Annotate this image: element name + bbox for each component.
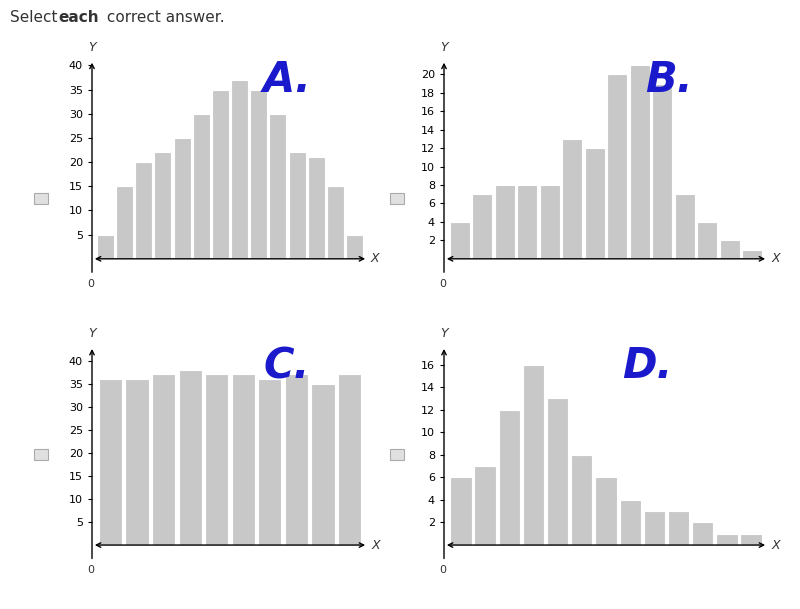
Bar	[547, 398, 568, 545]
Bar	[270, 114, 286, 259]
Bar	[742, 250, 762, 259]
Text: 0: 0	[439, 279, 446, 289]
Bar	[285, 375, 308, 545]
Bar	[518, 185, 537, 259]
Bar	[474, 466, 496, 545]
Bar	[205, 375, 229, 545]
Bar	[540, 185, 560, 259]
Bar	[327, 186, 344, 259]
Bar	[562, 139, 582, 259]
Bar	[523, 365, 544, 545]
Bar	[152, 375, 175, 545]
Bar	[289, 152, 306, 259]
Text: A.: A.	[263, 59, 312, 101]
Bar	[741, 533, 762, 545]
Bar	[231, 80, 248, 259]
Bar	[154, 152, 171, 259]
Text: 0: 0	[439, 565, 446, 576]
Bar	[308, 157, 325, 259]
Bar	[174, 138, 190, 259]
Bar	[498, 410, 520, 545]
Bar	[692, 523, 714, 545]
Text: C.: C.	[263, 345, 310, 387]
Bar	[450, 222, 470, 259]
Bar	[311, 384, 334, 545]
Bar	[338, 375, 361, 545]
Bar	[644, 511, 665, 545]
Text: Y: Y	[440, 41, 448, 54]
Bar	[116, 186, 133, 259]
Text: correct answer.: correct answer.	[102, 10, 224, 24]
Bar	[231, 375, 255, 545]
Bar	[495, 185, 514, 259]
Text: D.: D.	[622, 345, 673, 387]
Text: Y: Y	[88, 41, 96, 54]
Text: Select: Select	[10, 10, 62, 24]
Bar	[585, 148, 605, 259]
Bar	[652, 83, 672, 259]
Bar	[668, 511, 689, 545]
Bar	[595, 477, 617, 545]
Bar	[630, 65, 650, 259]
Text: B.: B.	[645, 59, 693, 101]
Bar	[571, 455, 593, 545]
Bar	[193, 114, 210, 259]
Bar	[97, 234, 114, 259]
Bar	[619, 500, 641, 545]
Text: 0: 0	[87, 279, 94, 289]
Bar	[126, 379, 149, 545]
Text: X: X	[771, 252, 780, 266]
Bar	[346, 234, 363, 259]
Text: X: X	[772, 538, 780, 552]
Text: 0: 0	[87, 565, 94, 576]
Bar	[472, 194, 492, 259]
Bar	[135, 162, 152, 259]
Bar	[698, 222, 717, 259]
Text: each: each	[58, 10, 99, 24]
Text: X: X	[371, 252, 379, 266]
Bar	[607, 74, 627, 259]
Bar	[99, 379, 122, 545]
Bar	[212, 90, 229, 259]
Text: X: X	[372, 538, 381, 552]
Bar	[178, 370, 202, 545]
Bar	[250, 90, 267, 259]
Bar	[720, 241, 740, 259]
Bar	[258, 379, 282, 545]
Bar	[675, 194, 694, 259]
Bar	[450, 477, 471, 545]
Text: Y: Y	[88, 327, 96, 340]
Text: Y: Y	[440, 327, 448, 340]
Bar	[716, 533, 738, 545]
